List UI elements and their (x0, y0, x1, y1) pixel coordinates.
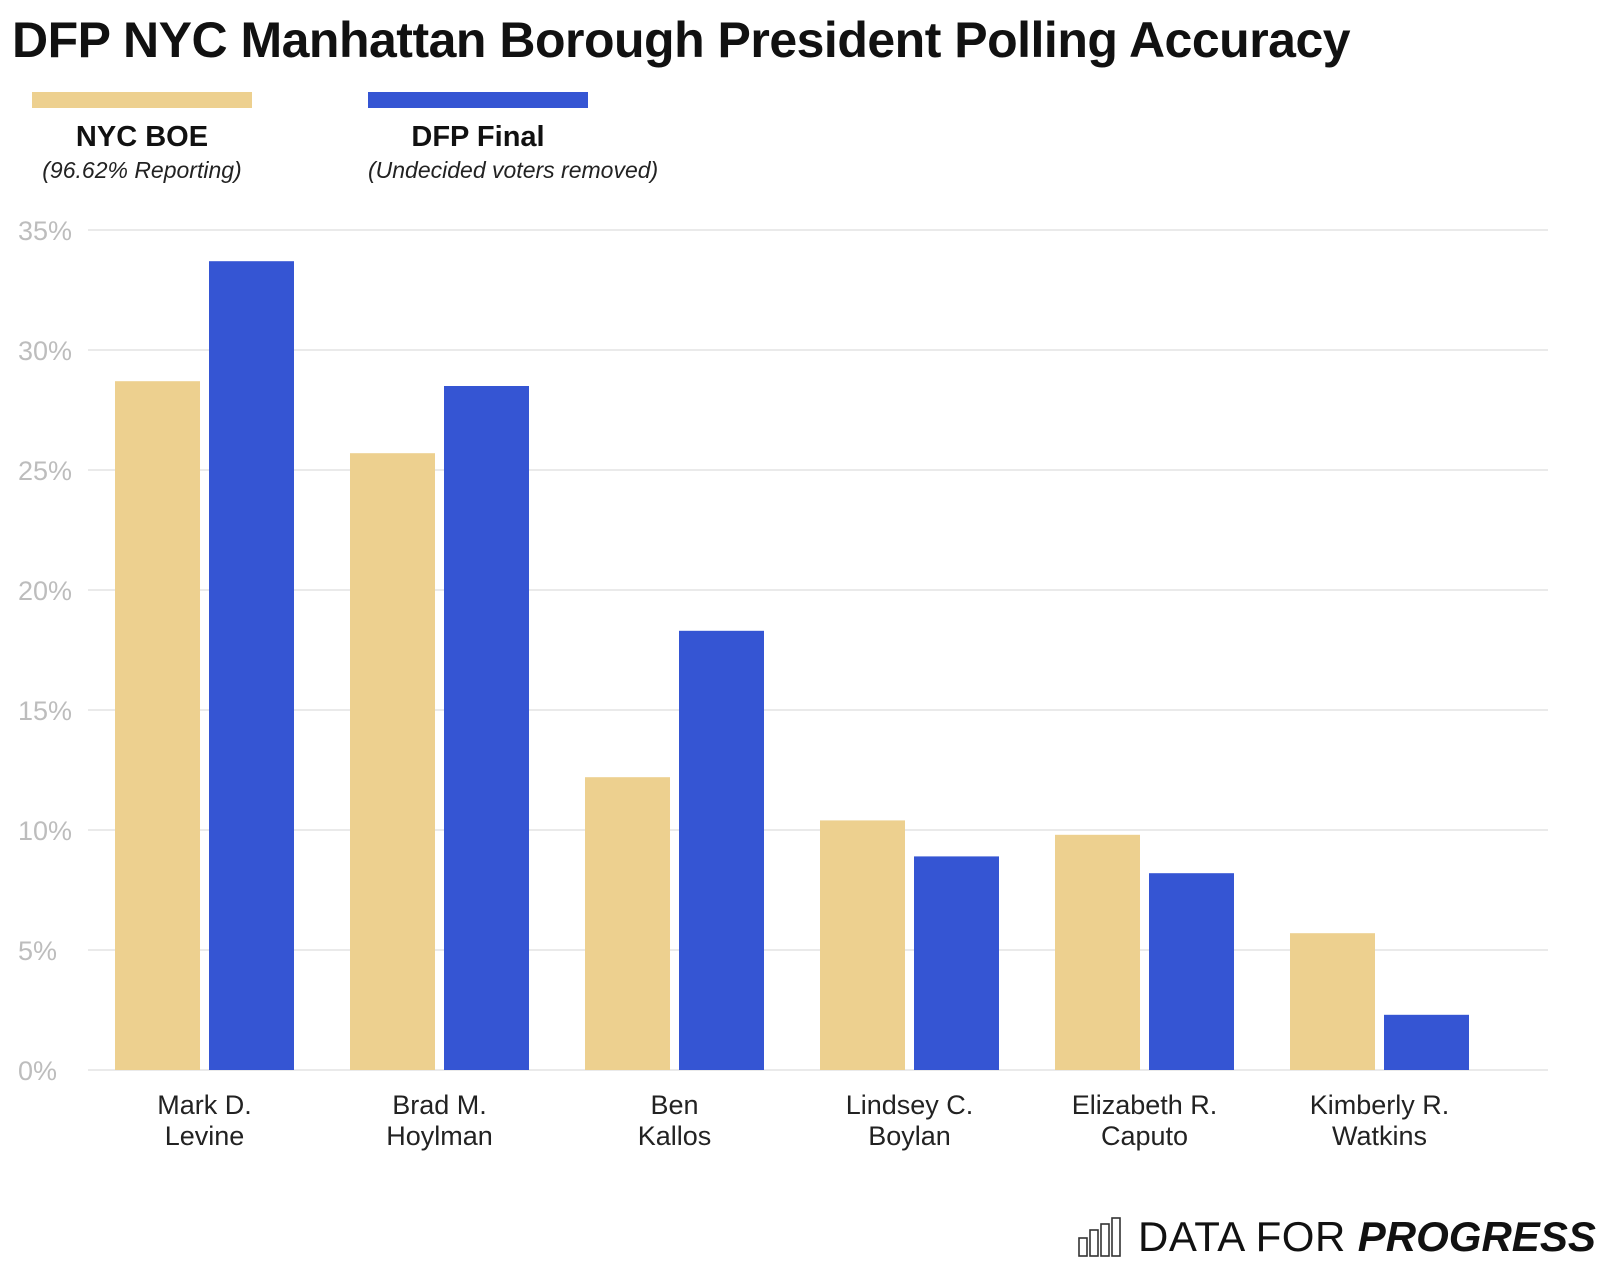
bar-dfp-final (1384, 1014, 1469, 1070)
x-category-label: Mark D. (157, 1090, 252, 1120)
y-axis-tick-labels: 0% 5% 10% 15% 20% 25% 30% 35% (18, 216, 72, 1086)
x-category-label: Caputo (1101, 1121, 1188, 1151)
bar-nyc-boe (350, 453, 435, 1070)
legend-label-dfp-final: DFP Final (411, 121, 545, 153)
bar-nyc-boe (115, 381, 200, 1070)
legend-swatch-dfp-final (368, 92, 588, 108)
bar-dfp-final (679, 630, 764, 1070)
y-tick-label: 35% (18, 216, 72, 246)
bar-nyc-boe (1290, 933, 1375, 1070)
y-tick-label: 20% (18, 576, 72, 606)
x-category-label: Kallos (638, 1121, 712, 1151)
legend-item-nyc-boe: NYC BOE (96.62% Reporting) (32, 92, 252, 184)
brand-name-bold: PROGRESS (1357, 1213, 1596, 1260)
bar-dfp-final (209, 261, 294, 1070)
y-tick-label: 5% (18, 936, 57, 966)
bar-dfp-final (1149, 873, 1234, 1070)
bar-chart-icon (1078, 1217, 1121, 1257)
x-category-label: Levine (165, 1121, 245, 1151)
x-category-label: Kimberly R. (1310, 1090, 1450, 1120)
brand-logo: DATA FOR PROGRESS (1078, 1207, 1596, 1267)
x-category-label: Watkins (1332, 1121, 1427, 1151)
y-tick-label: 30% (18, 336, 72, 366)
y-tick-label: 25% (18, 456, 72, 486)
y-tick-label: 15% (18, 696, 72, 726)
y-tick-label: 0% (18, 1056, 57, 1086)
x-category-label: Brad M. (392, 1090, 487, 1120)
bars (115, 261, 1469, 1070)
x-category-label: Ben (650, 1090, 698, 1120)
bar-nyc-boe (585, 777, 670, 1070)
bar-nyc-boe (1055, 834, 1140, 1070)
bar-nyc-boe (820, 820, 905, 1070)
y-tick-label: 10% (18, 816, 72, 846)
x-category-label: Lindsey C. (846, 1090, 974, 1120)
chart-title: DFP NYC Manhattan Borough President Poll… (12, 12, 1351, 68)
legend-swatch-nyc-boe (32, 92, 252, 108)
bar-dfp-final (444, 386, 529, 1070)
brand-name-light: DATA FOR (1138, 1213, 1346, 1260)
bar-dfp-final (914, 856, 999, 1070)
legend-label-nyc-boe: NYC BOE (75, 121, 209, 153)
x-category-label: Elizabeth R. (1072, 1090, 1218, 1120)
legend-note-nyc-boe: (96.62% Reporting) (42, 157, 242, 183)
x-category-label: Hoylman (386, 1121, 493, 1151)
x-category-label: Boylan (868, 1121, 951, 1151)
